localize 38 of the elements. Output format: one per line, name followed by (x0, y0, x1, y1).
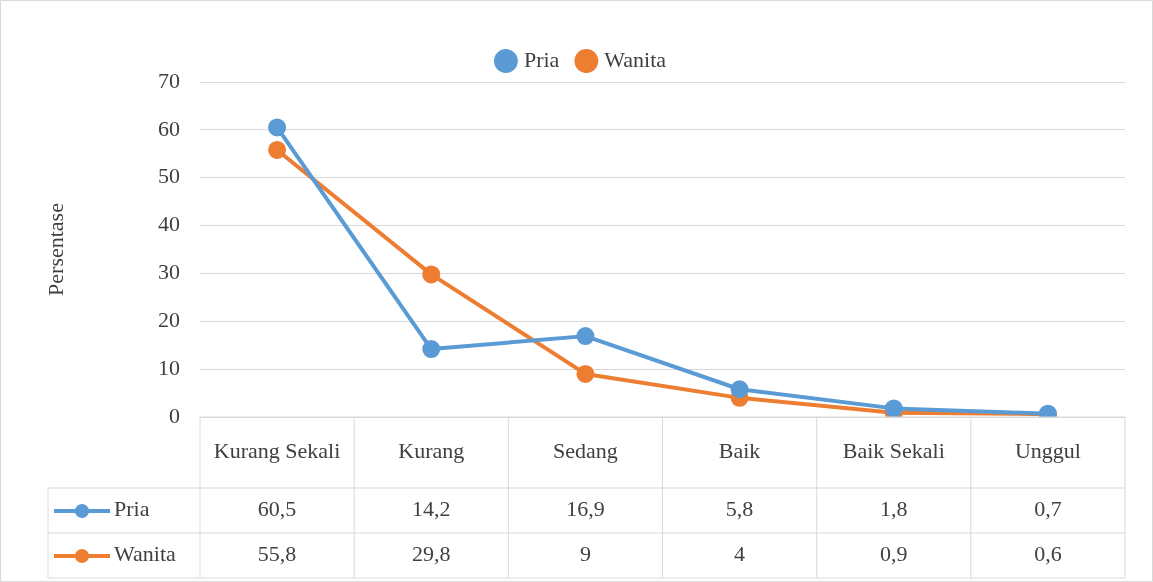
y-tick-label: 60 (158, 115, 180, 141)
data-label: 14,2 (412, 496, 451, 522)
y-tick-label: 10 (158, 354, 180, 380)
y-axis-title: Persentase (42, 203, 68, 296)
legend-label: Pria (523, 46, 560, 72)
y-tick-label: 50 (158, 163, 180, 189)
legend-label: Wanita (604, 46, 667, 72)
data-label: 0,9 (880, 541, 908, 567)
data-label: 0,6 (1034, 541, 1062, 567)
point (268, 140, 287, 159)
text: Pria (114, 496, 150, 522)
point (422, 265, 441, 284)
x-tick-label: Unggul (1014, 437, 1081, 463)
point (576, 364, 595, 383)
text: Wanita (114, 541, 176, 567)
data-label: 9 (579, 541, 591, 567)
data-label: 16,9 (566, 496, 605, 522)
data-label: 0,7 (1034, 496, 1062, 522)
x-tick-label: Sedang (553, 437, 618, 463)
y-tick-label: 20 (158, 307, 180, 333)
data-label: 60,5 (257, 496, 297, 522)
x-tick-label: Kurang Sekali (213, 437, 341, 463)
point (730, 380, 749, 399)
data-label: 5,8 (725, 496, 754, 522)
data-label: 4 (734, 541, 746, 567)
x-tick-label: Kurang (398, 437, 465, 463)
y-tick-label: 0 (169, 402, 180, 428)
x-tick-label: Baik (718, 437, 761, 463)
point (268, 118, 287, 137)
y-tick-label: 40 (158, 211, 180, 237)
point (576, 327, 595, 346)
data-label: 1,8 (880, 496, 908, 522)
y-tick-label: 70 (158, 67, 180, 93)
y-tick-label: 30 (158, 259, 180, 285)
data-label: 55,8 (257, 541, 297, 567)
data-label: 29,8 (412, 541, 451, 567)
x-tick-label: Baik Sekali (842, 437, 945, 463)
point (422, 340, 441, 359)
